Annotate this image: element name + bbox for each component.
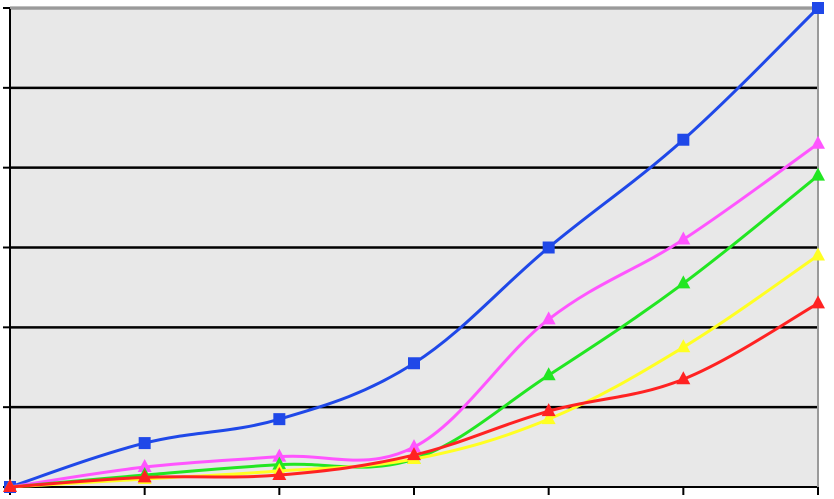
data-point (407, 447, 421, 461)
data-point (676, 371, 691, 385)
series-1 (4, 2, 824, 493)
data-point (138, 437, 151, 450)
data-point (542, 241, 555, 254)
data-point (811, 295, 825, 309)
axes (3, 7, 819, 495)
data-point (811, 247, 825, 261)
data-point (677, 133, 690, 146)
data-point (541, 411, 556, 425)
data-point (407, 439, 421, 453)
data-point (676, 339, 691, 353)
data-point (676, 231, 691, 245)
data-point (272, 448, 287, 462)
data-point (541, 367, 556, 381)
data-point (3, 479, 17, 492)
data-point (408, 357, 420, 370)
data-point (812, 2, 824, 14)
data-point (541, 403, 556, 417)
data-point (272, 467, 287, 481)
data-point (273, 413, 286, 426)
data-point (676, 275, 691, 289)
series-5 (3, 295, 825, 492)
data-point (137, 469, 152, 483)
data-point (811, 167, 825, 181)
data-point (811, 135, 825, 149)
data-point (137, 459, 152, 473)
series-group (3, 2, 825, 493)
data-point (541, 311, 556, 325)
